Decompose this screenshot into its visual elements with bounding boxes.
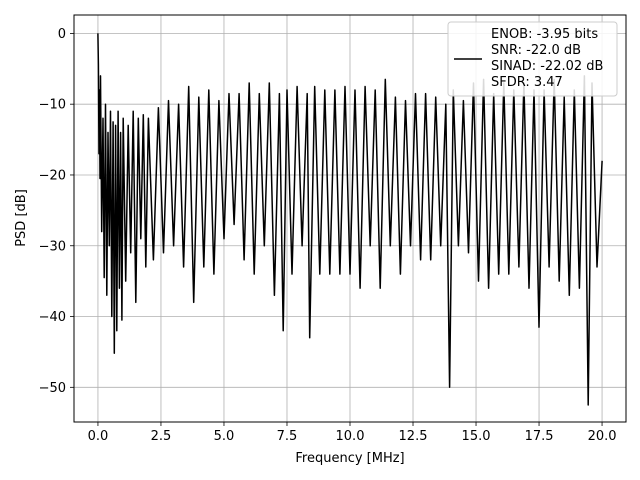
x-tick-label: 7.5 bbox=[277, 429, 298, 444]
y-tick-label: 0 bbox=[58, 27, 66, 42]
legend-box bbox=[447, 21, 618, 97]
x-tick-label: 20.0 bbox=[588, 429, 617, 444]
x-tick-label: 15.0 bbox=[462, 429, 491, 444]
y-tick-label: −10 bbox=[39, 98, 66, 113]
y-tick-label: −30 bbox=[39, 239, 66, 254]
x-tick-label: 5.0 bbox=[214, 429, 235, 444]
x-tick-label: 2.5 bbox=[151, 429, 172, 444]
plot-frame bbox=[73, 14, 627, 423]
axis-ticks: 0.0 2.5 5.0 7.5 10.0 12.5 15.0 17.5 20.0 0 −10 −20 −… bbox=[39, 27, 617, 444]
legend-entry-line: SNR: -22.0 dB bbox=[491, 43, 581, 58]
y-tick-label: −40 bbox=[39, 310, 66, 325]
series-layer bbox=[97, 33, 603, 406]
psd-series-line bbox=[97, 33, 603, 406]
x-tick-label: 0.0 bbox=[88, 429, 109, 444]
x-tick-label: 10.0 bbox=[336, 429, 365, 444]
x-tick-label: 17.5 bbox=[525, 429, 554, 444]
legend-entry-line: SINAD: -22.02 dB bbox=[491, 59, 603, 74]
legend-entry-line: ENOB: -3.95 bits bbox=[491, 27, 598, 42]
x-tick-label: 12.5 bbox=[399, 429, 428, 444]
legend-entry-line: SFDR: 3.47 bbox=[491, 75, 563, 90]
y-tick-label: −20 bbox=[39, 168, 66, 183]
y-tick-label: −50 bbox=[39, 381, 66, 396]
x-axis-label: Frequency [MHz] bbox=[295, 451, 404, 466]
y-axis-label: PSD [dB] bbox=[14, 189, 29, 247]
